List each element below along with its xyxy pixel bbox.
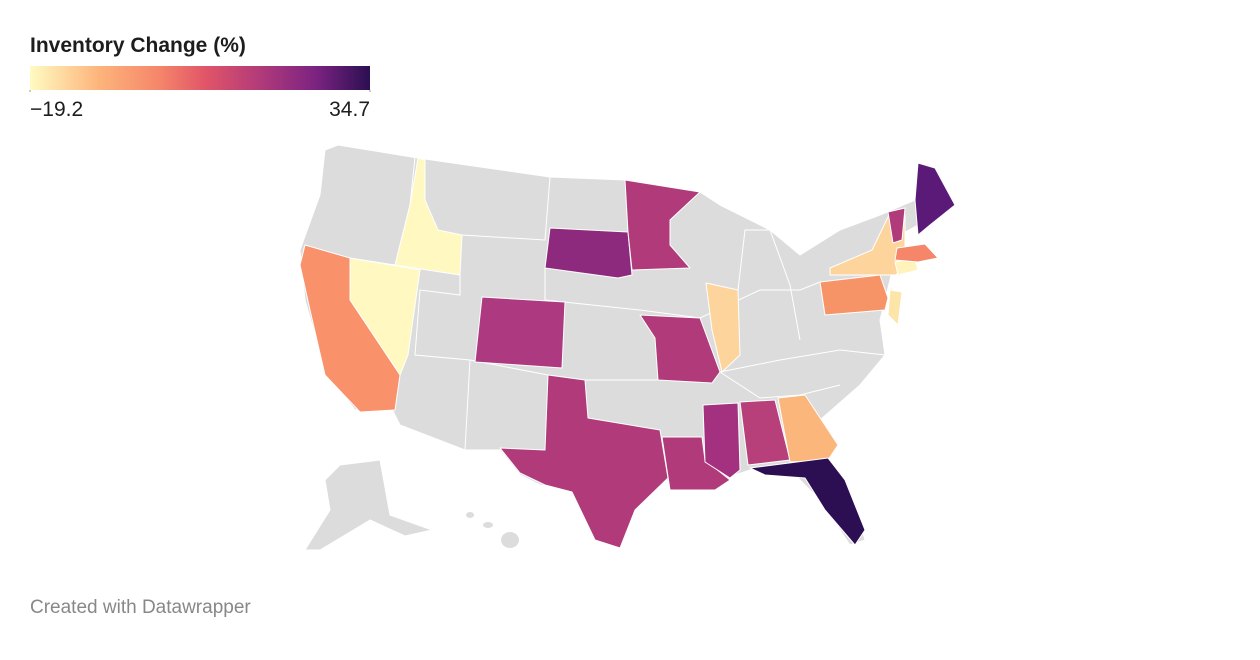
footer: Created with Datawrapper (30, 597, 251, 618)
us-map (299, 144, 956, 551)
state (499, 374, 669, 549)
border (719, 371, 841, 399)
island (483, 522, 493, 528)
state (914, 162, 956, 236)
state (819, 274, 889, 316)
legend-title: Inventory Change (%) (30, 34, 246, 57)
legend-tick-label: −19.2 (30, 98, 83, 121)
state (887, 207, 906, 244)
island (466, 512, 474, 518)
state (705, 282, 741, 373)
island (501, 532, 519, 548)
state (661, 436, 731, 491)
state (394, 157, 463, 276)
state (702, 402, 741, 479)
state (887, 289, 903, 326)
state (544, 227, 633, 279)
state (639, 314, 721, 384)
border (737, 229, 801, 341)
state (624, 179, 701, 271)
state (894, 243, 939, 263)
legend-ticks: −19.2 34.7 (29, 90, 371, 121)
state (474, 296, 566, 369)
color-scale (30, 66, 370, 90)
state (829, 212, 906, 276)
legend-tick-label: 34.7 (329, 98, 370, 121)
state (749, 457, 866, 546)
state (304, 459, 433, 551)
state (777, 394, 839, 463)
border (461, 176, 551, 241)
border (414, 275, 471, 451)
state (299, 244, 401, 413)
